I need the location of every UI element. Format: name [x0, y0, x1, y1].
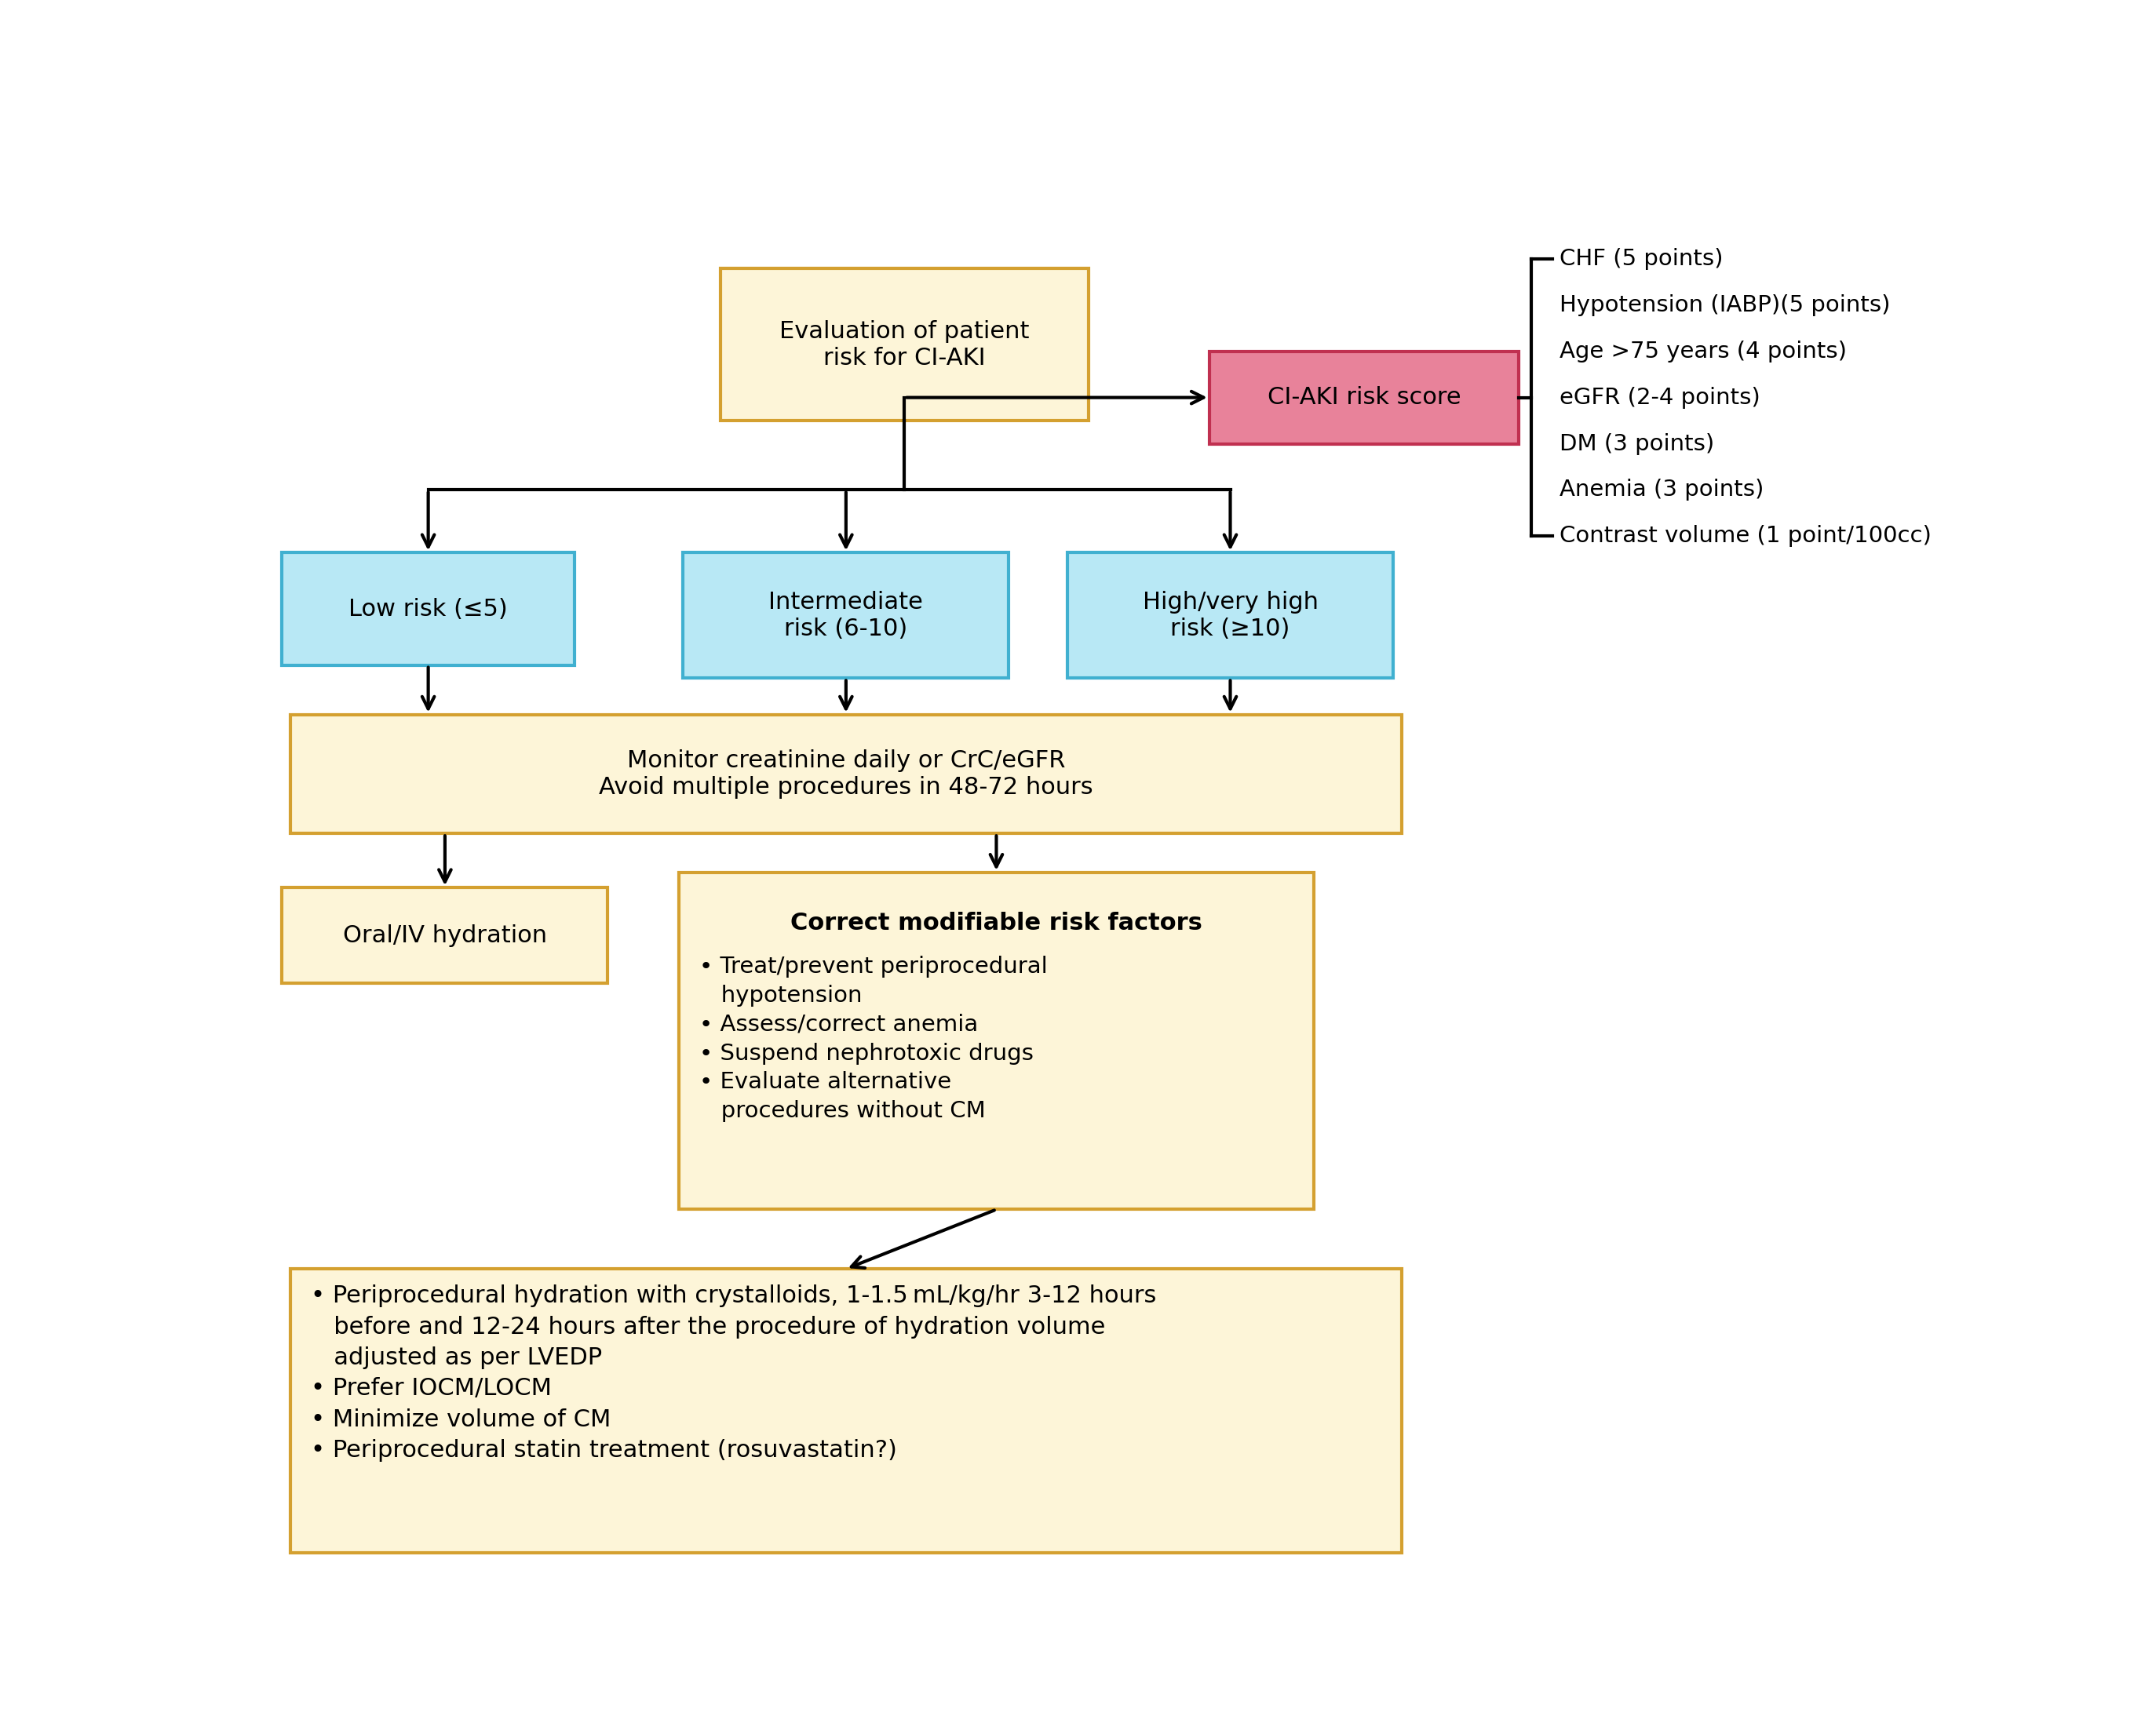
Text: Intermediate
risk (6-10): Intermediate risk (6-10)	[770, 590, 923, 640]
FancyBboxPatch shape	[291, 1268, 1401, 1553]
FancyBboxPatch shape	[1067, 553, 1393, 678]
Text: Hypotension (IABP)(5 points): Hypotension (IABP)(5 points)	[1559, 293, 1891, 316]
FancyBboxPatch shape	[683, 553, 1009, 678]
FancyBboxPatch shape	[679, 872, 1313, 1210]
Text: eGFR (2-4 points): eGFR (2-4 points)	[1559, 386, 1759, 408]
Text: CI-AKI risk score: CI-AKI risk score	[1268, 386, 1462, 408]
Text: Anemia (3 points): Anemia (3 points)	[1559, 479, 1764, 501]
Text: Oral/IV hydration: Oral/IV hydration	[343, 923, 548, 947]
Text: Monitor creatinine daily or CrC/eGFR
Avoid multiple procedures in 48-72 hours: Monitor creatinine daily or CrC/eGFR Avo…	[599, 750, 1093, 798]
Text: • Treat/prevent periprocedural
   hypotension
• Assess/correct anemia
• Suspend : • Treat/prevent periprocedural hypotensi…	[699, 956, 1048, 1122]
Text: High/very high
risk (≥10): High/very high risk (≥10)	[1143, 590, 1317, 640]
FancyBboxPatch shape	[282, 553, 573, 666]
FancyBboxPatch shape	[291, 714, 1401, 834]
Text: Contrast volume (1 point/100cc): Contrast volume (1 point/100cc)	[1559, 525, 1932, 547]
Text: Correct modifiable risk factors: Correct modifiable risk factors	[791, 911, 1203, 934]
Text: Evaluation of patient
risk for CI-AKI: Evaluation of patient risk for CI-AKI	[780, 321, 1028, 369]
Text: CHF (5 points): CHF (5 points)	[1559, 247, 1723, 269]
Text: Low risk (≤5): Low risk (≤5)	[349, 597, 509, 619]
FancyBboxPatch shape	[282, 887, 608, 983]
Text: Age >75 years (4 points): Age >75 years (4 points)	[1559, 340, 1848, 362]
Text: DM (3 points): DM (3 points)	[1559, 432, 1714, 455]
FancyBboxPatch shape	[720, 269, 1089, 420]
Text: • Periprocedural hydration with crystalloids, 1-1.5 mL/kg/hr 3-12 hours
   befor: • Periprocedural hydration with crystall…	[310, 1285, 1156, 1462]
FancyBboxPatch shape	[1210, 352, 1518, 444]
